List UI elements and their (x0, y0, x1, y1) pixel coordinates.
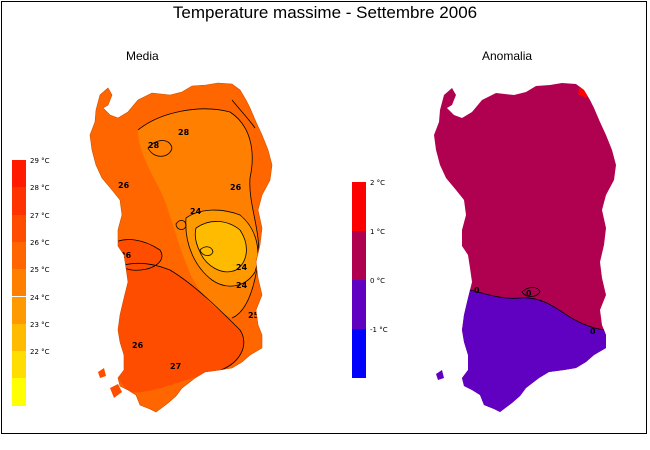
legend-media-swatch (12, 269, 26, 297)
contour-label-media: 28 (148, 141, 160, 150)
map-media: 28 26 26 26 24 24 24 25 27 26 28 (90, 83, 272, 412)
legend-anomalia-swatch (352, 182, 366, 231)
legend-media-label: 22 °C (30, 348, 50, 357)
contour-label-media: 27 (170, 362, 181, 371)
legend-media-swatch (12, 296, 26, 324)
legend-media-label: 29 °C (30, 157, 50, 165)
contour-label-media: 26 (120, 251, 132, 260)
figure-title: Temperature massime - Settembre 2006 (172, 3, 478, 22)
legend-anomalia-label: 0 °C (370, 277, 386, 285)
legend-anomalia-label: 2 °C (370, 179, 386, 187)
legend-media-swatch (12, 241, 26, 270)
contour-label-anomalia: 0 (590, 327, 596, 336)
contour-label-anomalia: 0 (474, 286, 480, 295)
legend-media-label: 26 °C (30, 238, 50, 247)
map-anomalia: 0 0 0 (434, 83, 616, 412)
legend-media-label: 23 °C (30, 320, 50, 329)
contour-label-media: 24 (190, 207, 202, 216)
legend-anomalia-label: 1 °C (370, 228, 386, 236)
contour-label-anomalia: 0 (526, 289, 532, 298)
legend-media-label: 25 °C (30, 266, 50, 275)
legend-media-swatch (12, 323, 26, 352)
contour-label-media: 28 (178, 128, 190, 137)
contour-label-media: 25 (248, 311, 260, 320)
legend-media-swatch (12, 214, 26, 242)
contour-label-media: 24 (236, 281, 248, 290)
figure-frame (1, 1, 647, 434)
legend-anomalia-swatch (352, 329, 366, 378)
legend-anomalia-swatch (352, 280, 366, 329)
legend-media-swatch (12, 187, 26, 215)
panel-title-media: Media (126, 49, 159, 63)
contour-label-media: 26 (118, 181, 130, 190)
legend-media-swatch (12, 160, 26, 188)
contour-label-media: 26 (230, 183, 242, 192)
legend-media-label: 24 °C (30, 293, 50, 302)
legend-media-label: 28 °C (30, 184, 50, 193)
contour-label-media: 24 (236, 263, 248, 272)
contour-label-media: 26 (132, 341, 144, 350)
legend-media-label: 27 °C (30, 211, 50, 220)
legend-anomalia-swatch (352, 231, 366, 280)
legend-media-swatch (12, 351, 26, 379)
panel-title-anomalia: Anomalia (482, 49, 533, 63)
legend-anomalia-label: -1 °C (370, 326, 388, 334)
legend-media-swatch (12, 378, 26, 406)
